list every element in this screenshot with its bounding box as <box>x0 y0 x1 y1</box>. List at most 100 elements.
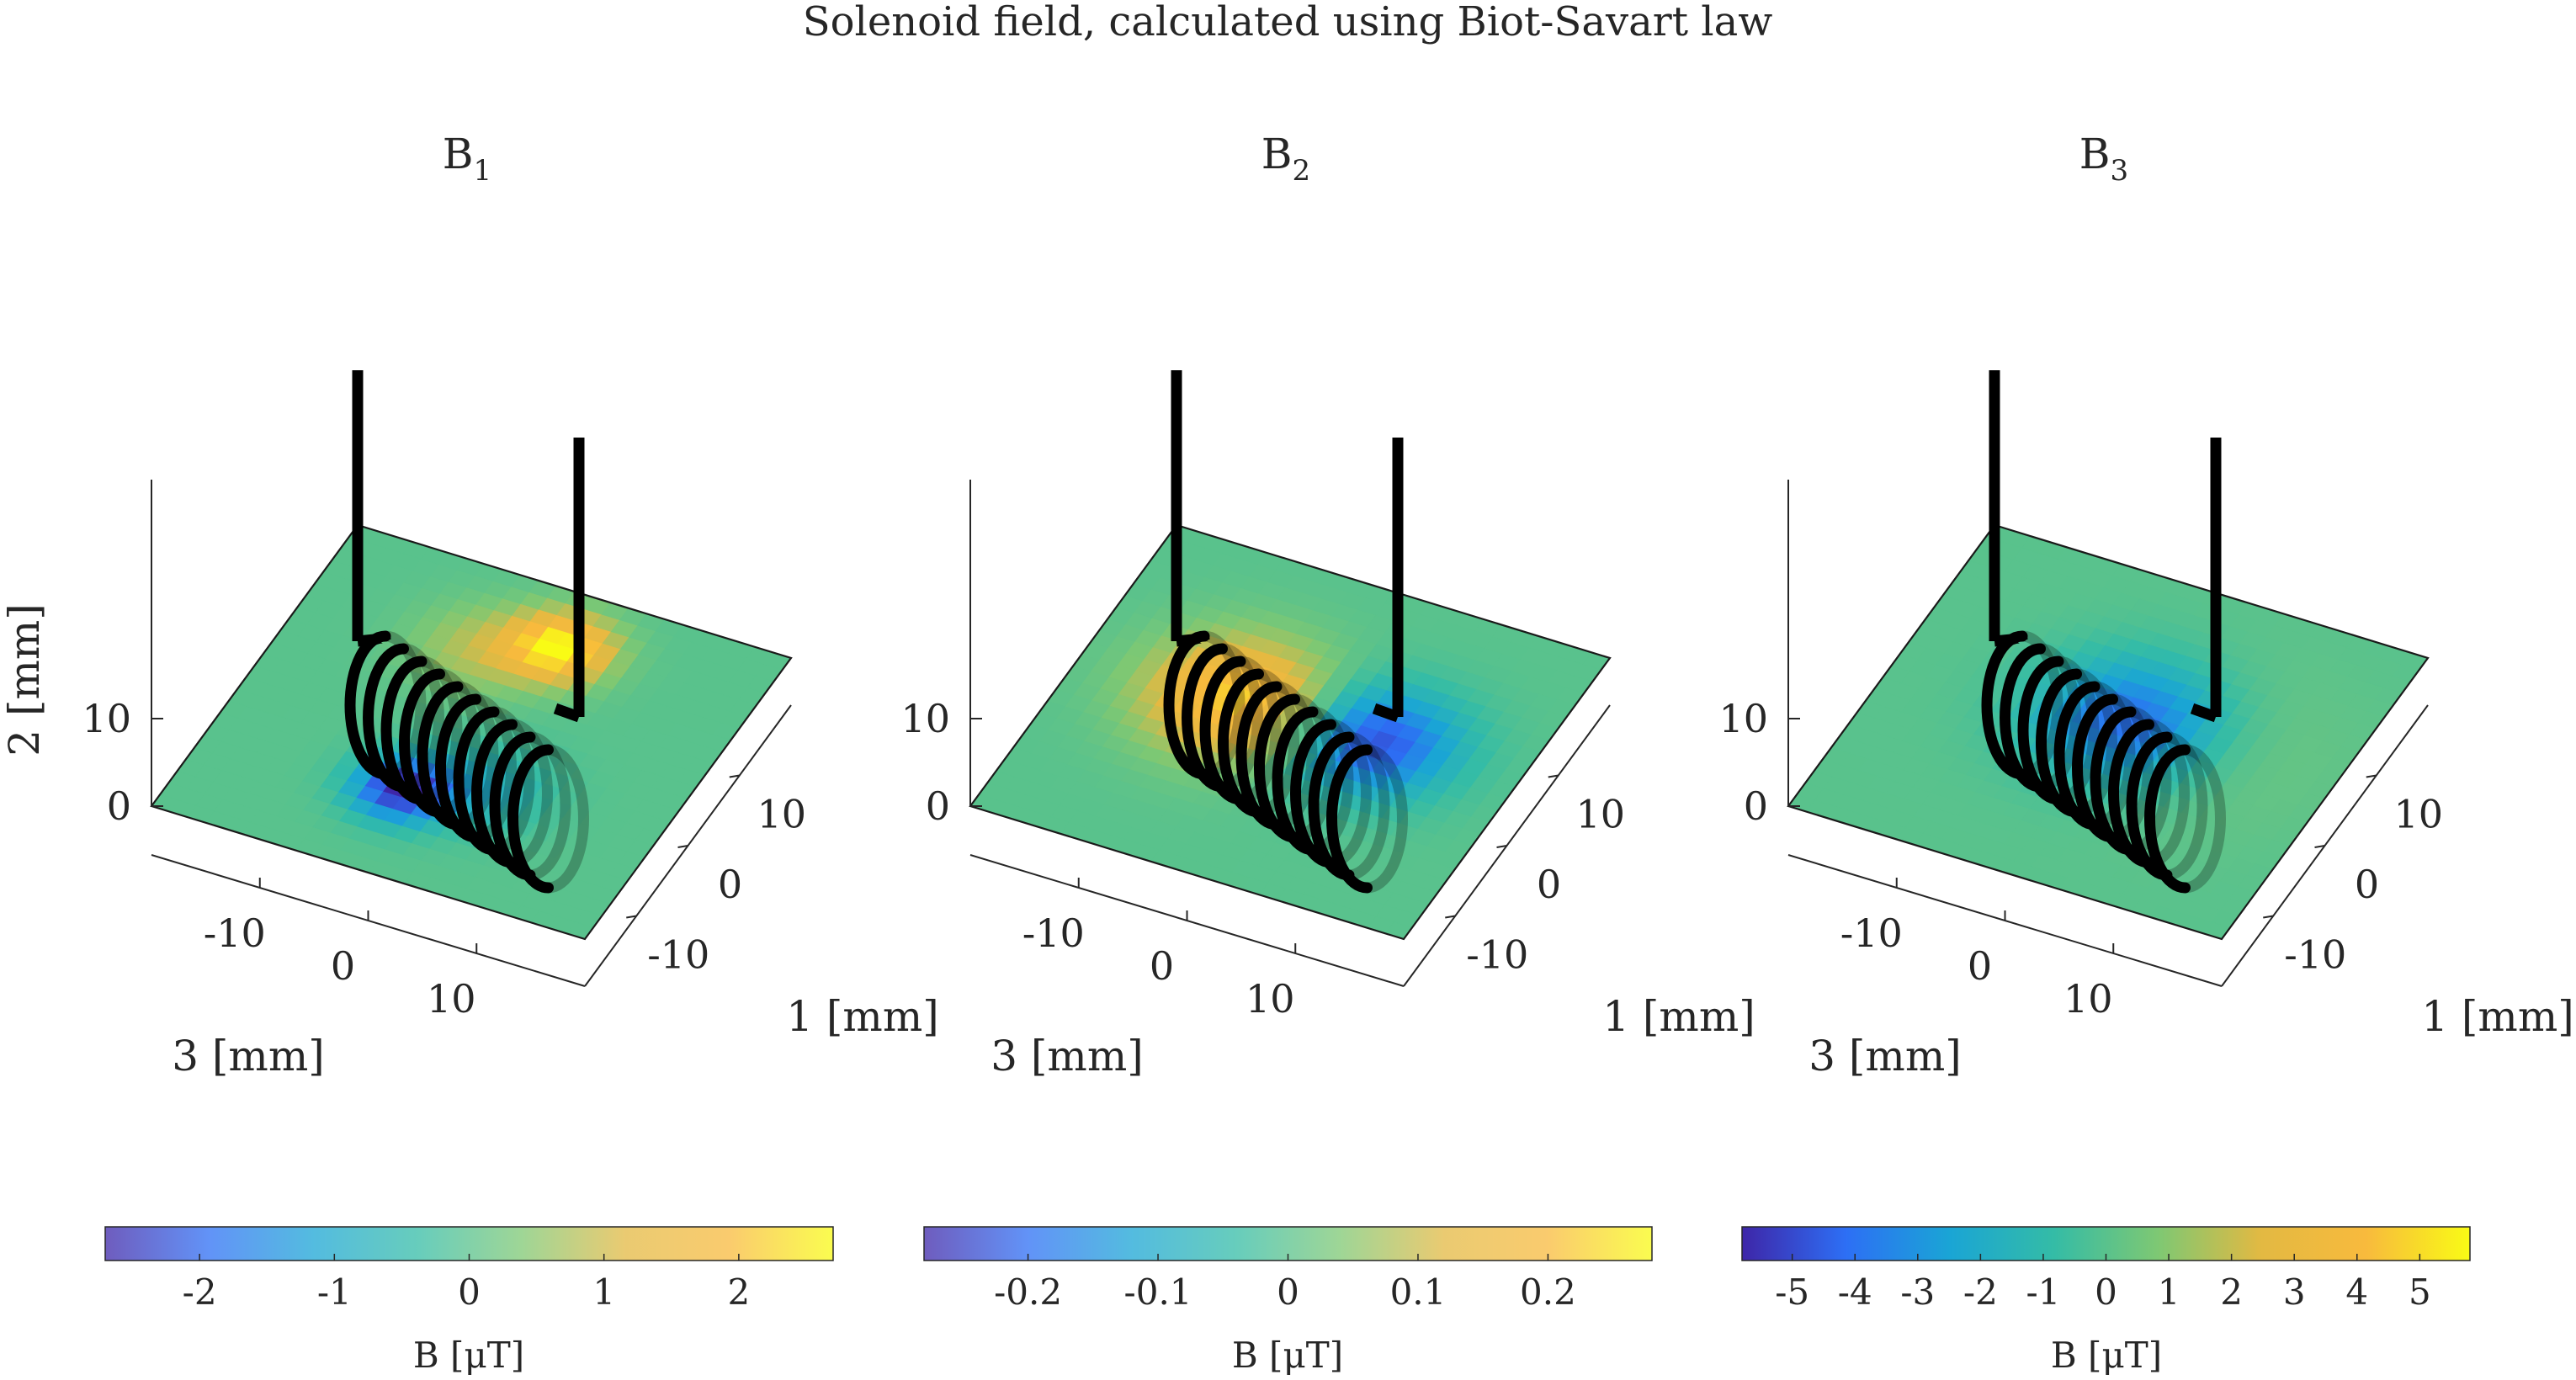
colorbar-tick-label: 5 <box>2409 1271 2431 1313</box>
x-tick-label: 0 <box>1150 943 1174 989</box>
coil-turn <box>2126 731 2173 881</box>
x-tick-label: -10 <box>1840 910 1903 956</box>
panel-title: B2 <box>1261 130 1310 188</box>
colorbar-tick-label: 4 <box>2345 1271 2368 1313</box>
surface-edge <box>969 523 1612 941</box>
x-tick-label: -10 <box>204 910 266 956</box>
coil-turn <box>471 719 518 868</box>
y-tick-label: 0 <box>1537 862 1561 907</box>
colorbar-tick-label: 1 <box>592 1271 615 1313</box>
coil-turn <box>507 744 554 894</box>
colorbar-tick-label: -5 <box>1775 1271 1809 1313</box>
coil-turn <box>1199 656 1246 805</box>
x-axis-label: 3 [mm] <box>991 1032 1144 1080</box>
y-tick-label: 0 <box>718 862 742 907</box>
coil-turn <box>1182 643 1228 793</box>
colorbar-tick-label: -0.1 <box>1124 1271 1192 1313</box>
y-tick-label: 10 <box>2393 792 2443 837</box>
coil-turn <box>2053 681 2101 831</box>
figure-title: Solenoid field, calculated using Biot-Sa… <box>803 0 1773 45</box>
coil-turn <box>2072 693 2118 843</box>
colorbar-tick-label: -3 <box>1900 1271 1935 1313</box>
colorbar-tick-label: 1 <box>2158 1271 2180 1313</box>
coil-connector <box>553 703 582 723</box>
y-tick <box>2366 774 2377 778</box>
panel-title-base: B <box>443 130 474 178</box>
coil-turn <box>453 706 500 856</box>
panel-title-base: B <box>1261 130 1293 178</box>
y-tick-label: -10 <box>1466 932 1528 978</box>
colorbar-tick-label: 2 <box>2220 1271 2243 1313</box>
panel-title-sub: 2 <box>1293 154 1311 188</box>
coil-turn-back <box>2180 744 2226 894</box>
field-surface <box>150 523 793 941</box>
x-tick-label: 10 <box>427 976 476 1022</box>
coil-turn <box>2144 744 2191 894</box>
coil-turn <box>2090 706 2137 856</box>
colorbar-label: B [μT] <box>413 1335 524 1376</box>
z-tick-label: 10 <box>82 696 131 741</box>
coil-turn-back <box>543 744 589 894</box>
coil-turn <box>2000 643 2046 793</box>
coil-turn <box>1254 693 1300 843</box>
y-tick <box>729 774 740 778</box>
coil-turn <box>1290 719 1336 868</box>
y-tick-label: 0 <box>2355 862 2379 907</box>
z-tick-label: 0 <box>107 783 131 829</box>
colorbar-label: B [μT] <box>1232 1335 1343 1376</box>
coil-turn <box>2017 656 2064 805</box>
coil-turn <box>1272 706 1319 856</box>
y-tick <box>1548 774 1559 778</box>
coil-turn <box>1235 681 1283 831</box>
y-axis-label: 1 [mm] <box>1602 992 1755 1041</box>
surface-edge <box>1787 523 2430 941</box>
y-tick-label: -10 <box>647 932 709 978</box>
solenoid-coil <box>1981 370 2226 894</box>
coil-connector <box>1372 703 1400 723</box>
y-tick <box>2263 915 2274 919</box>
colorbar-tick-label: 0 <box>2095 1271 2117 1313</box>
coil-turn <box>1326 744 1373 894</box>
coil-connector <box>2190 703 2218 723</box>
colorbar: -2 -1 0 1 2 <box>104 1226 834 1313</box>
y-tick <box>626 915 637 919</box>
coil-turn <box>489 731 536 881</box>
solenoid-coil <box>344 370 589 894</box>
colorbar-tick-label: -0.2 <box>994 1271 1062 1313</box>
y-tick-label: 10 <box>1575 792 1625 837</box>
colorbar: -5 -4 -3 -2 -1 0 1 2 3 4 5 <box>1741 1226 2471 1313</box>
coil-turn <box>2036 668 2082 818</box>
colorbar-tick-label: -4 <box>1838 1271 1872 1313</box>
z-axis-label: 2 [mm] <box>0 603 49 756</box>
coil-turn <box>399 668 445 818</box>
y-axis-label: 1 [mm] <box>2421 992 2574 1041</box>
z-tick-label: 0 <box>926 783 950 829</box>
field-surface <box>969 523 1612 941</box>
coil-turn <box>1308 731 1355 881</box>
panel-title: B3 <box>2079 130 2128 188</box>
colorbar-tick-label: 2 <box>728 1271 751 1313</box>
x-tick-label: 0 <box>1968 943 1992 989</box>
colorbar-tick-label: -1 <box>317 1271 352 1313</box>
z-tick-label: 10 <box>1718 696 1768 741</box>
panel-title-sub: 3 <box>2111 154 2129 188</box>
x-axis-label: 3 [mm] <box>172 1032 325 1080</box>
coil-turn <box>363 643 409 793</box>
x-tick-label: 0 <box>331 943 355 989</box>
y-tick <box>1445 915 1456 919</box>
colorbar-label: B [μT] <box>2051 1335 2162 1376</box>
coil-turn <box>417 681 464 831</box>
colorbar-tick-label: 0 <box>458 1271 481 1313</box>
y-tick <box>1496 845 1507 848</box>
colorbar-tick-label: 0.2 <box>1520 1271 1576 1313</box>
x-tick-label: 10 <box>2063 976 2113 1022</box>
solenoid-coil <box>1163 370 1408 894</box>
colorbar-tick-label: -2 <box>183 1271 217 1313</box>
y-tick-label: 10 <box>757 792 806 837</box>
